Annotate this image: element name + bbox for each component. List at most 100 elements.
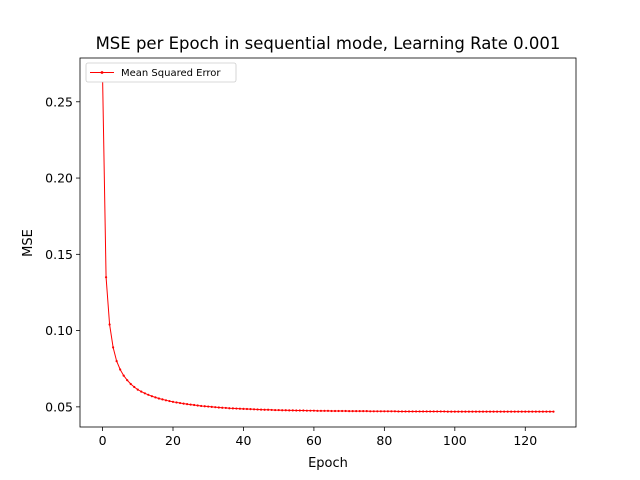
data-point — [499, 410, 502, 413]
data-point — [422, 410, 425, 413]
y-tick-label: 0.05 — [45, 399, 73, 414]
data-point — [277, 408, 280, 412]
data-point — [200, 404, 203, 408]
data-point — [150, 395, 153, 398]
data-point — [436, 410, 439, 413]
data-point — [115, 360, 118, 363]
data-point — [245, 407, 249, 411]
data-point — [467, 410, 471, 413]
data-point — [295, 409, 298, 412]
x-tick-label: 20 — [165, 433, 181, 448]
data-point — [252, 408, 256, 411]
legend: Mean Squared Error — [85, 62, 237, 83]
data-point — [355, 410, 358, 413]
data-point — [112, 346, 115, 349]
data-point — [263, 408, 266, 411]
data-point — [231, 407, 234, 410]
data-point — [126, 379, 129, 382]
y-axis-ticks: 0.05 0.10 0.15 0.20 0.25 — [45, 94, 80, 414]
data-point — [175, 401, 178, 404]
data-point — [372, 410, 375, 413]
data-point — [288, 409, 291, 412]
plot-area — [79, 57, 577, 428]
data-point — [552, 410, 555, 413]
data-point — [411, 410, 414, 413]
data-point — [517, 410, 520, 413]
data-point — [379, 410, 382, 413]
data-point — [425, 410, 428, 413]
data-point — [259, 408, 263, 411]
data-point — [256, 408, 259, 411]
data-point — [147, 393, 150, 396]
data-point — [224, 406, 227, 410]
data-point — [326, 409, 330, 412]
data-point — [309, 409, 312, 412]
data-point — [531, 410, 534, 413]
x-tick-label: 100 — [443, 433, 467, 448]
data-point — [298, 409, 301, 412]
data-point — [400, 410, 404, 413]
data-point — [506, 410, 509, 413]
data-point — [249, 408, 252, 411]
data-point — [443, 410, 446, 413]
data-point — [527, 410, 530, 413]
data-point — [305, 409, 308, 412]
data-point — [157, 397, 161, 400]
data-point — [446, 410, 449, 413]
data-point — [450, 410, 453, 413]
data-point — [319, 409, 323, 412]
data-point — [407, 410, 411, 413]
data-point — [242, 407, 245, 410]
data-point — [503, 410, 506, 413]
data-point — [281, 409, 284, 412]
data-point — [168, 399, 171, 403]
data-point — [189, 403, 192, 406]
data-point — [513, 410, 516, 413]
y-tick-label: 0.15 — [45, 247, 73, 262]
data-point — [129, 382, 132, 386]
data-point — [365, 410, 368, 413]
data-point — [164, 399, 168, 402]
data-point — [337, 409, 340, 413]
data-point — [333, 409, 337, 413]
data-point — [485, 410, 488, 413]
legend-marker-swatch — [100, 71, 104, 74]
legend-box — [85, 62, 237, 83]
data-point — [221, 406, 224, 409]
data-point — [414, 410, 418, 413]
data-point — [267, 408, 270, 411]
data-point — [291, 409, 294, 412]
data-point — [488, 410, 492, 413]
data-point — [193, 403, 196, 407]
data-point — [534, 410, 537, 413]
x-tick-label: 80 — [376, 433, 392, 448]
axes-frame — [79, 57, 577, 428]
data-point — [235, 407, 238, 410]
data-point — [376, 410, 379, 413]
data-point — [358, 410, 361, 413]
chart-title: MSE per Epoch in sequential mode, Learni… — [96, 34, 561, 53]
y-tick-label: 0.25 — [45, 94, 73, 109]
data-point — [453, 410, 456, 413]
data-point — [439, 410, 442, 413]
data-point — [182, 402, 185, 405]
data-point — [284, 409, 287, 412]
data-point — [386, 410, 389, 413]
data-point — [217, 406, 220, 409]
data-point — [136, 388, 139, 391]
data-point — [541, 410, 544, 413]
data-point — [393, 410, 397, 413]
data-point — [383, 410, 386, 413]
data-point — [404, 410, 407, 413]
data-point — [464, 410, 467, 413]
data-point — [312, 409, 316, 412]
x-tick-label: 0 — [99, 433, 107, 448]
data-point — [474, 410, 478, 413]
data-point — [460, 410, 463, 413]
data-point — [210, 405, 213, 408]
data-point — [323, 409, 326, 412]
data-point — [481, 410, 485, 413]
data-point — [140, 390, 143, 393]
data-point — [348, 410, 351, 413]
